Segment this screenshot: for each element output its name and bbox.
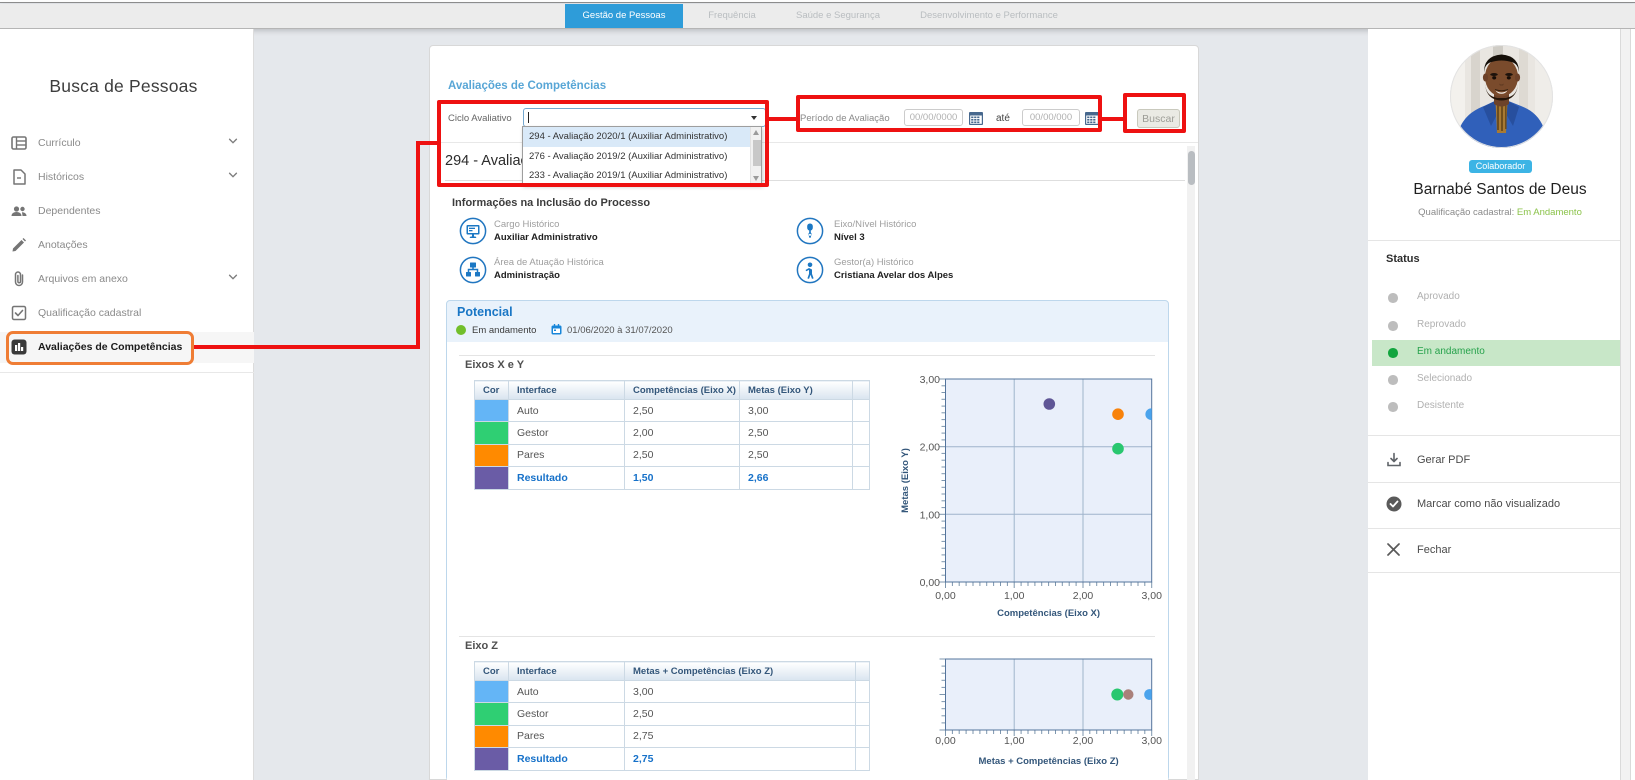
svg-text:1,00: 1,00 (1004, 590, 1025, 602)
svg-text:3,00: 3,00 (1141, 590, 1162, 602)
svg-text:1,00: 1,00 (920, 509, 941, 521)
svg-text:3,00: 3,00 (920, 374, 941, 386)
svg-text:3,00: 3,00 (1141, 735, 1162, 747)
svg-text:0,00: 0,00 (920, 577, 941, 589)
svg-text:2,00: 2,00 (1073, 590, 1094, 602)
svg-text:1,00: 1,00 (1004, 735, 1025, 747)
svg-text:2,00: 2,00 (1073, 735, 1094, 747)
svg-text:0,00: 0,00 (935, 735, 956, 747)
svg-text:Metas + Competências (Eixo Z): Metas + Competências (Eixo Z) (979, 756, 1119, 767)
svg-text:0,00: 0,00 (935, 590, 956, 602)
svg-text:Competências (Eixo X): Competências (Eixo X) (997, 608, 1100, 619)
svg-text:Metas (Eixo Y): Metas (Eixo Y) (900, 448, 911, 513)
svg-text:2,00: 2,00 (920, 442, 941, 454)
